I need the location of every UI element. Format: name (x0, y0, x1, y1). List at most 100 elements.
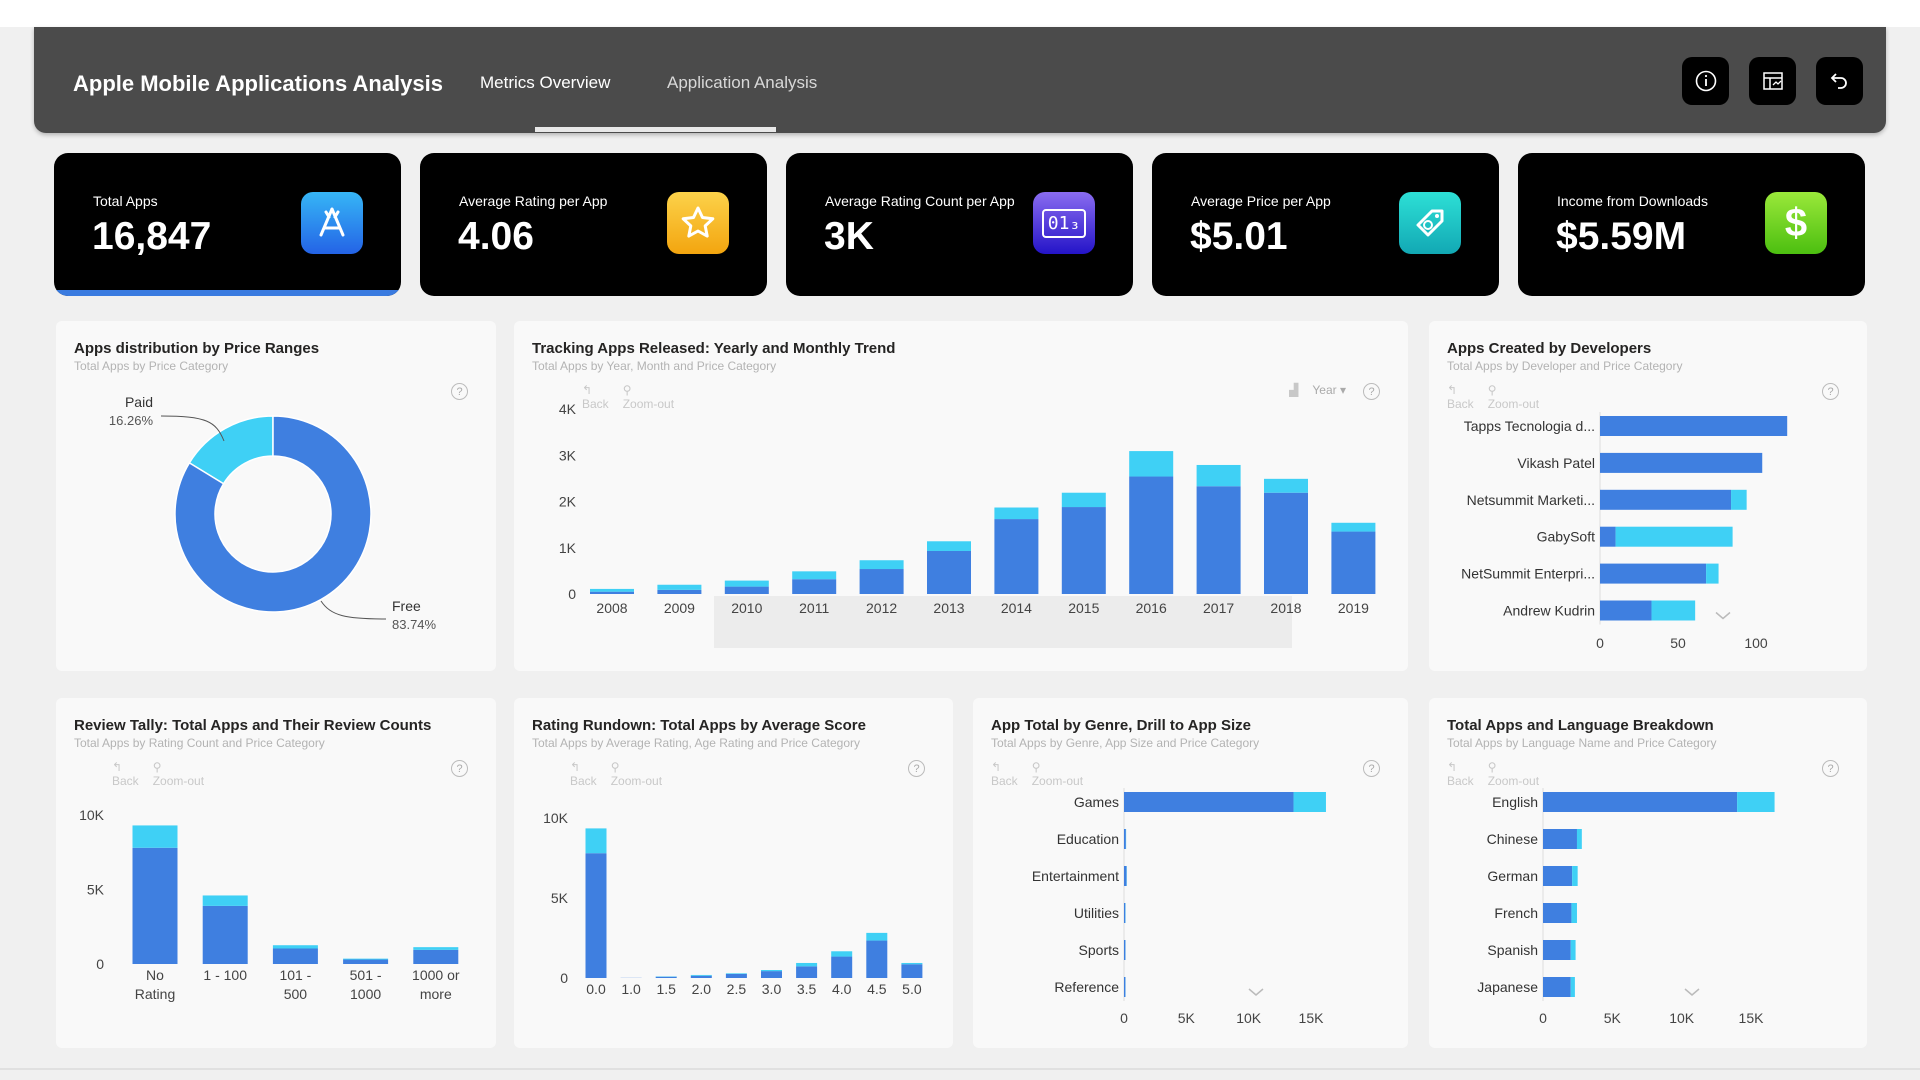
x-tick-label: 15K (1739, 1010, 1765, 1026)
chart-subtitle: Total Apps by Average Rating, Age Rating… (532, 736, 860, 750)
x-tick-label: 1.5 (656, 981, 676, 997)
category-label: GabySoft (1537, 529, 1595, 545)
bar-free (1543, 792, 1738, 812)
bar-free (1124, 903, 1126, 923)
chart-toolbar: ↰ Back ⚲ Zoom-out (570, 760, 662, 788)
bar-free (901, 964, 923, 978)
zoom-out-icon: ⚲ (1487, 760, 1497, 774)
kpi-card-average-rating: Average Rating per App 4.06 (420, 153, 767, 296)
help-icon[interactable]: ? (1822, 383, 1839, 400)
chart-subtitle: Total Apps by Price Category (74, 359, 229, 373)
kpi-label: Average Rating per App (459, 193, 608, 209)
x-tick-label: No (146, 967, 164, 983)
chart-canvas: 0 50 100 Tapps Tecnologia d... Vikash Patel N… (1461, 412, 1788, 651)
bar-free (272, 948, 318, 964)
bar-paid (994, 507, 1039, 520)
app-store-icon (301, 192, 363, 254)
help-icon[interactable]: ? (1822, 760, 1839, 777)
hierarchy-icon: ▟ (1289, 383, 1299, 397)
back-button[interactable]: ↰ Back (112, 760, 139, 788)
back-arrow-icon: ↰ (1447, 760, 1458, 774)
bar-free (1600, 563, 1707, 584)
help-icon[interactable]: ? (1363, 383, 1380, 400)
kpi-value: 4.06 (458, 215, 534, 258)
bar-free (1600, 452, 1763, 473)
bar-free (1600, 489, 1732, 510)
bar-free (1129, 476, 1174, 594)
zoom-out-button[interactable]: ⚲ Zoom-out (1488, 383, 1539, 411)
back-button[interactable] (1816, 57, 1863, 105)
panel-review-tally: Review Tally: Total Apps and Their Revie… (56, 698, 496, 1048)
zoom-out-button[interactable]: ⚲ Zoom-out (153, 760, 204, 788)
zoom-out-button[interactable]: ⚲ Zoom-out (1032, 760, 1083, 788)
back-button[interactable]: ↰ Back (1447, 383, 1474, 411)
x-tick-label: 0.0 (586, 981, 606, 997)
kpi-card-total-apps: Total Apps 16,847 (54, 153, 401, 296)
kpi-value: 16,847 (92, 215, 212, 258)
chart-canvas: 0 5K 10K No Rating 1 - 100 101 - 500 501 - 1000 10… (79, 807, 460, 1002)
page-title: Apple Mobile Applications Analysis (73, 71, 443, 96)
bar-free (202, 905, 248, 964)
bar-paid (1651, 600, 1696, 621)
tab-metrics-overview[interactable]: Metrics Overview (480, 73, 611, 92)
chart-toolbar: ↰ Back ⚲ Zoom-out (1447, 760, 1539, 788)
bar-free (1264, 492, 1308, 594)
x-tick-label: 0 (1596, 635, 1604, 651)
back-button[interactable]: ↰ Back (1447, 760, 1474, 788)
bar-free (1543, 940, 1571, 960)
help-icon[interactable]: ? (908, 760, 925, 777)
bar-free (994, 519, 1039, 594)
bar-free (1543, 866, 1573, 886)
back-label: Back (1447, 774, 1474, 788)
chart-title: Apps distribution by Price Ranges (74, 340, 320, 357)
zoom-out-button[interactable]: ⚲ Zoom-out (611, 760, 662, 788)
back-button[interactable]: ↰ Back (991, 760, 1018, 788)
bar-free (1124, 940, 1126, 960)
bar-paid (724, 580, 769, 587)
category-label: Spanish (1487, 942, 1538, 958)
help-icon[interactable]: ? (451, 760, 468, 777)
zoom-out-button[interactable]: ⚲ Zoom-out (1488, 760, 1539, 788)
kpi-label: Average Price per App (1191, 193, 1331, 209)
bar-free (1600, 526, 1616, 547)
panel-developers: Apps Created by Developers Total Apps by … (1429, 321, 1867, 671)
x-tick-label: 1.0 (621, 981, 641, 997)
back-label: Back (1447, 397, 1474, 411)
x-tick-label: 2009 (664, 600, 695, 616)
tab-application-analysis[interactable]: Application Analysis (667, 73, 818, 92)
bar-free (1124, 977, 1126, 997)
back-arrow-icon (1830, 73, 1847, 89)
x-tick-label: 5K (1604, 1010, 1622, 1026)
back-arrow-icon: ↰ (112, 760, 123, 774)
bar-paid (1737, 792, 1775, 812)
zoom-out-button[interactable]: ⚲ Zoom-out (623, 383, 674, 411)
x-tick-label: 100 (1744, 635, 1768, 651)
kpi-label: Average Rating Count per App (825, 193, 1015, 209)
x-tick-label: 5.0 (902, 981, 922, 997)
bar-paid (1572, 866, 1578, 886)
info-button[interactable] (1682, 57, 1729, 105)
help-icon[interactable]: ? (1363, 760, 1380, 777)
chart-toolbar: ↰ Back ⚲ Zoom-out (582, 383, 674, 411)
x-tick-label: 1000 or (412, 967, 460, 983)
report-button[interactable] (1749, 57, 1796, 105)
chart-toolbar: ↰ Back ⚲ Zoom-out (1447, 383, 1539, 411)
bar-paid (132, 825, 178, 848)
x-tick-label: 501 - (350, 967, 382, 983)
back-button[interactable]: ↰ Back (582, 383, 609, 411)
x-tick-label: 2014 (1001, 600, 1032, 616)
kpi-label: Income from Downloads (1557, 193, 1708, 209)
y-tick-label: 4K (559, 401, 577, 417)
x-tick-label: 2010 (731, 600, 762, 616)
back-button[interactable]: ↰ Back (570, 760, 597, 788)
panel-price-distribution: Apps distribution by Price Ranges Total A… (56, 321, 496, 671)
category-label: Entertainment (1032, 868, 1119, 884)
year-dropdown[interactable]: ▟ Year ▾ (1289, 383, 1346, 397)
bar-paid (1571, 903, 1577, 923)
zoom-out-icon: ⚲ (152, 760, 162, 774)
y-tick-label: 2K (559, 494, 577, 510)
x-tick-label: 2013 (933, 600, 964, 616)
help-icon[interactable]: ? (451, 383, 468, 400)
bar-free (1600, 600, 1652, 621)
category-label: Games (1074, 794, 1119, 810)
